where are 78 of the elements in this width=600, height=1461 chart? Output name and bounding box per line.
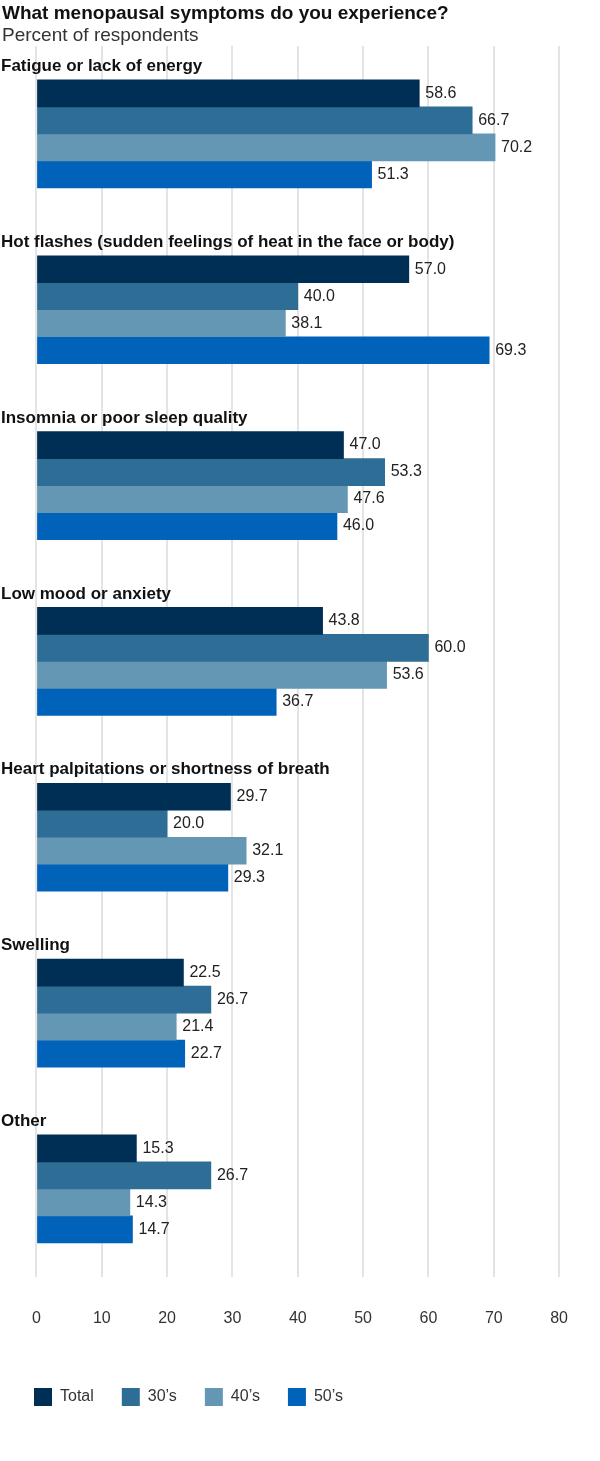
data-label: 57.0 [414,259,447,277]
data-label: 46.0 [342,516,375,534]
bar [37,1215,133,1244]
bar [37,79,420,108]
x-tick-label: 40 [288,1308,307,1326]
data-label: 53.3 [390,462,422,480]
data-label: 36.7 [282,692,314,710]
bar [37,688,277,716]
data-label: 29.7 [236,787,268,805]
data-label: 32.1 [252,841,284,859]
data-label: 15.3 [142,1138,174,1156]
x-tick-label: 50 [354,1308,373,1326]
data-label: 69.3 [495,340,527,358]
data-label: 21.4 [182,1016,214,1034]
legend-label: 40’s [230,1387,260,1405]
bar [37,958,184,987]
bar [37,607,323,635]
bar [37,1134,137,1163]
x-tick-label: 60 [419,1308,438,1326]
data-label: 47.6 [353,489,385,507]
data-label: 22.7 [190,1043,222,1061]
data-label: 22.5 [189,962,221,980]
y-tick-label: Insomnia or poor sleep quality [1,407,249,427]
x-tick-label: 10 [92,1308,111,1326]
bar [37,106,473,135]
data-label: 40.0 [303,286,336,304]
data-label: 66.7 [478,110,510,128]
data-label: 14.7 [138,1219,170,1237]
data-label: 43.8 [328,611,360,629]
legend-label: Total [60,1387,94,1405]
bar [37,661,387,689]
chart-title: What menopausal symptoms do you experience? [1,1,450,24]
bar [37,309,286,338]
data-label: 53.6 [392,665,424,683]
bar [37,1188,131,1217]
x-tick-label: 0 [32,1308,41,1326]
y-tick-label: Other [1,1111,47,1131]
data-label: 14.3 [135,1192,168,1210]
y-tick-label: Hot flashes (sudden feelings of heat in the face or body) [1,231,455,251]
legend-label: 50’s [313,1387,343,1405]
x-tick-label: 80 [550,1308,569,1326]
bar [37,485,348,513]
bar [37,431,344,459]
bar [37,1012,177,1041]
bar [37,985,212,1014]
bar [37,336,490,365]
legend-label: 30’s [147,1387,177,1405]
y-tick-label: Swelling [1,935,70,955]
bar [37,782,231,811]
bar [37,133,496,162]
x-tick-label: 30 [223,1308,242,1326]
data-label: 58.6 [425,83,457,101]
bar [37,255,410,284]
bar [37,836,247,865]
bar [37,512,338,540]
bar [37,1161,212,1190]
data-label: 60.0 [434,638,466,656]
data-label: 38.1 [291,313,323,331]
x-tick-label: 20 [158,1308,177,1326]
y-tick-label: Heart palpitations or shortness of breath [1,759,330,779]
y-tick-label: Fatigue or lack of energy [1,56,203,76]
data-label: 51.3 [377,164,409,182]
chart-subtitle: Percent of respondents [1,24,200,46]
data-label: 26.7 [216,1165,249,1183]
bar [37,634,429,662]
x-tick-label: 70 [484,1308,503,1326]
bar [37,1039,186,1068]
data-label: 26.7 [216,989,249,1007]
bar [37,809,168,838]
bar [37,458,385,486]
data-label: 70.2 [501,137,533,155]
y-tick-label: Low mood or anxiety [1,583,172,603]
bar [37,282,299,311]
data-label: 20.0 [173,814,205,832]
bar [37,160,372,189]
bar [37,863,229,892]
data-label: 47.0 [349,435,381,453]
data-label: 29.3 [233,868,266,886]
